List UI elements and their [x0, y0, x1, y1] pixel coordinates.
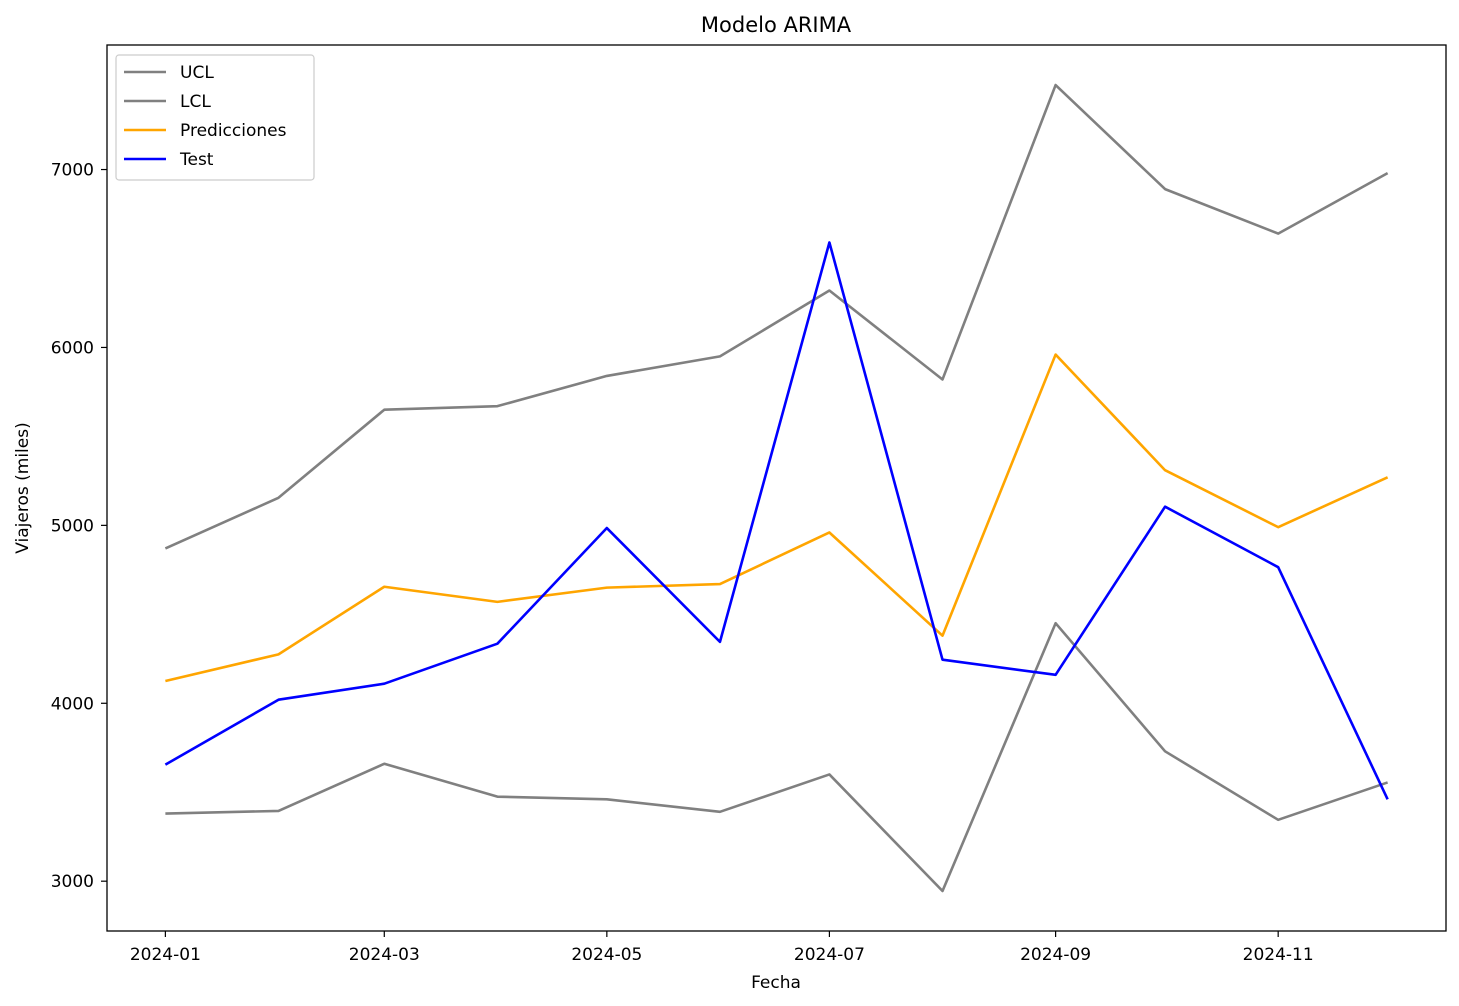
legend-label: UCL — [180, 63, 214, 83]
legend-frame — [115, 54, 315, 181]
plot-lines — [164, 83, 1389, 893]
series-line-test — [164, 241, 1389, 800]
series-line-ucl — [164, 83, 1389, 550]
legend-label: Test — [179, 150, 214, 170]
x-tick-label: 2024-11 — [1243, 945, 1314, 965]
x-axis: 2024-01 2024-03 2024-05 2024-07 2024-09 2024-… — [130, 931, 1314, 965]
series-line-lcl — [165, 621, 1389, 893]
series-line-predicciones — [165, 353, 1389, 683]
y-tick-label: 5000 — [51, 516, 94, 536]
x-axis-label: Fecha — [751, 973, 801, 993]
legend: UCL LCL Predicciones Test — [115, 54, 315, 181]
x-tick-label: 2024-05 — [571, 945, 642, 965]
y-tick-label: 6000 — [51, 338, 94, 358]
legend-label: Predicciones — [180, 121, 287, 141]
y-tick-label: 7000 — [51, 161, 94, 181]
x-tick-label: 2024-01 — [130, 945, 201, 965]
y-axis: 3000 4000 5000 6000 7000 — [51, 161, 107, 892]
x-tick-label: 2024-03 — [349, 945, 420, 965]
plot-area-frame — [106, 44, 1447, 932]
x-tick-label: 2024-09 — [1020, 945, 1091, 965]
chart-title: Modelo ARIMA — [701, 13, 852, 37]
legend-label: LCL — [180, 92, 211, 112]
y-axis-label: Viajeros (miles) — [13, 422, 33, 553]
y-tick-label: 4000 — [51, 694, 94, 714]
y-tick-label: 3000 — [51, 872, 94, 892]
x-tick-label: 2024-07 — [794, 945, 865, 965]
